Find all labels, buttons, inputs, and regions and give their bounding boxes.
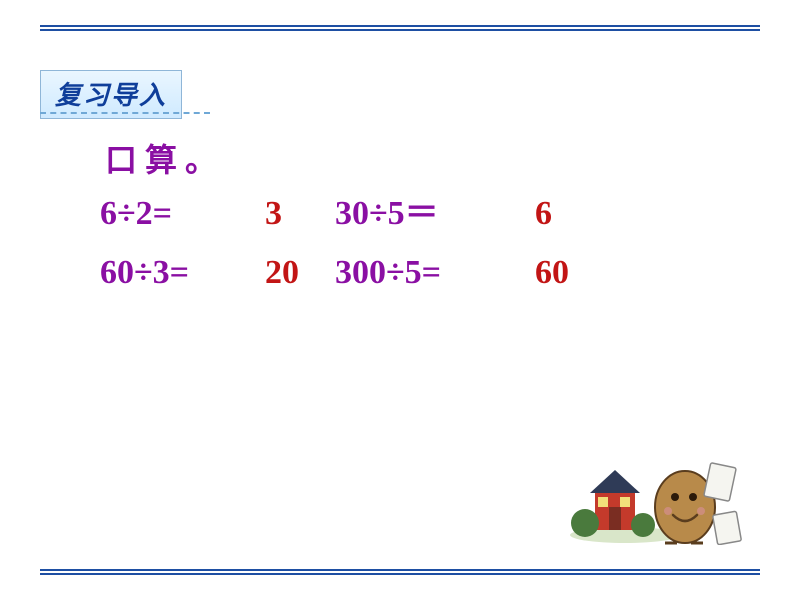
answer-text: 20 [265, 254, 335, 292]
problem-row: 6÷2= 3 30÷5＝ 6 [100, 185, 740, 234]
answer-text: 60 [535, 254, 615, 292]
equation-text: 60÷3= [100, 254, 265, 292]
math-problems: 6÷2= 3 30÷5＝ 6 60÷3= 20 300÷5= 60 [100, 185, 740, 312]
problem-row: 60÷3= 20 300÷5= 60 [100, 254, 740, 292]
equation-text: 30÷5＝ [335, 185, 535, 234]
section-badge-label: 复习导入 [55, 81, 167, 110]
bottom-double-rule [40, 569, 760, 575]
potato-cartoon-icon [565, 415, 745, 545]
exercise-heading: 口算。 [105, 135, 225, 181]
top-double-rule [40, 25, 760, 31]
equation-text: 6÷2= [100, 195, 265, 233]
decorative-illustration [565, 415, 745, 545]
equation-text: 300÷5= [335, 254, 535, 292]
answer-text: 3 [265, 195, 335, 233]
badge-dashed-underline [40, 112, 210, 114]
answer-text: 6 [535, 195, 615, 233]
